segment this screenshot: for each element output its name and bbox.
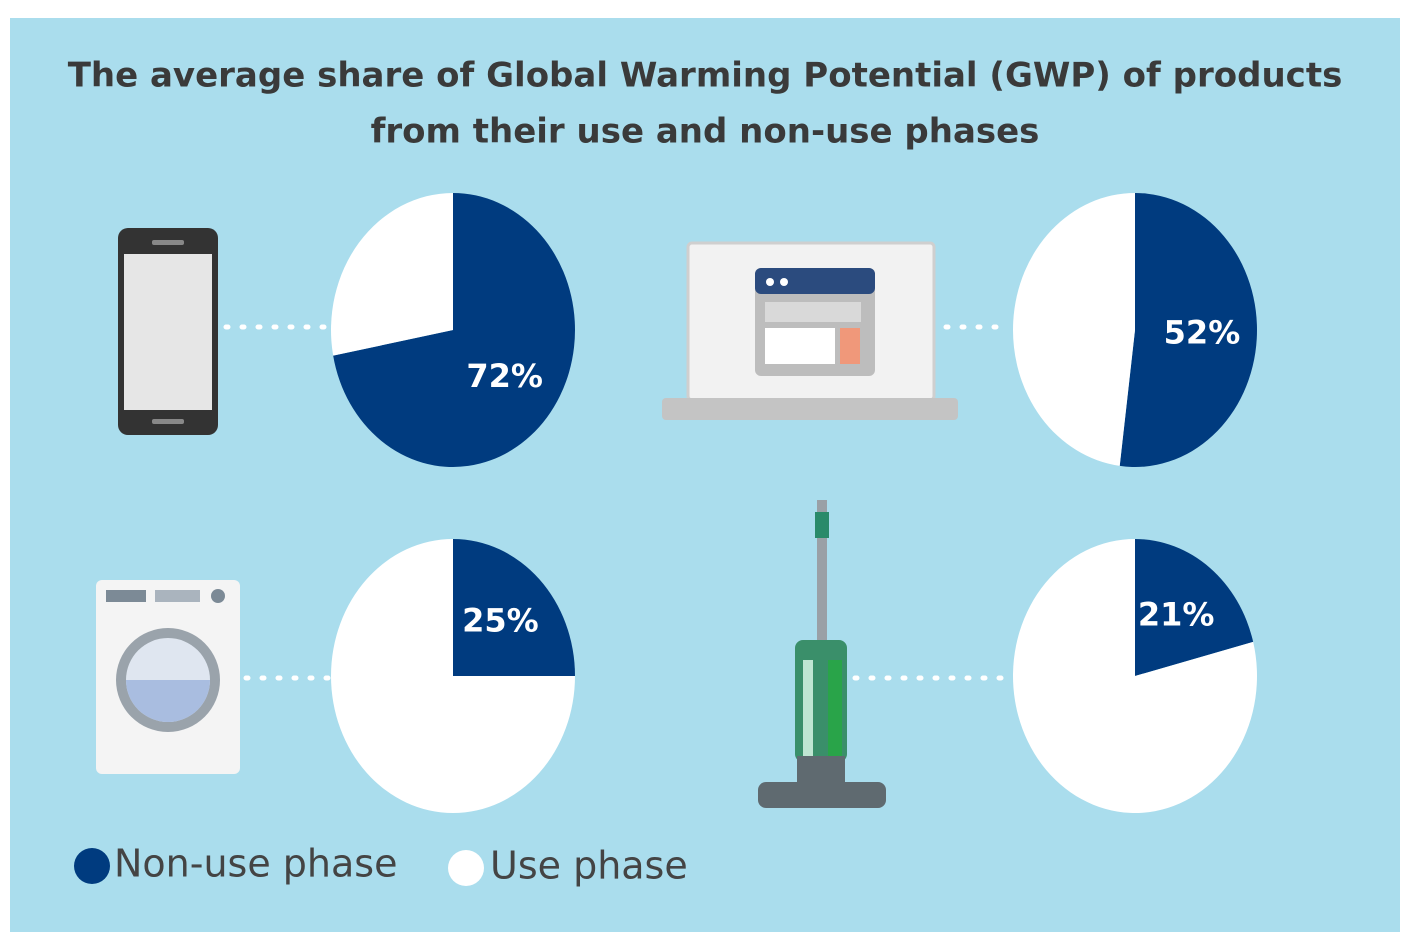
- data-label: 52%: [1164, 314, 1241, 352]
- data-label: 25%: [462, 602, 539, 640]
- legend-label: Use phase: [490, 844, 688, 888]
- data-label: 21%: [1138, 595, 1215, 633]
- phone-icon: [118, 228, 218, 435]
- legend-swatch: [74, 848, 110, 884]
- title-line: The average share of Global Warming Pote…: [68, 56, 1343, 96]
- pie: [1013, 539, 1257, 813]
- pie: [331, 539, 575, 813]
- pie: [331, 193, 575, 467]
- laptop-icon: [662, 243, 958, 420]
- infographic: The average share of Global Warming Pote…: [0, 0, 1409, 934]
- title-line: from their use and non-use phases: [371, 112, 1040, 152]
- legend-swatch: [448, 850, 484, 886]
- legend-label: Non-use phase: [114, 842, 397, 886]
- data-label: 72%: [466, 357, 543, 395]
- washer-icon: [96, 580, 240, 774]
